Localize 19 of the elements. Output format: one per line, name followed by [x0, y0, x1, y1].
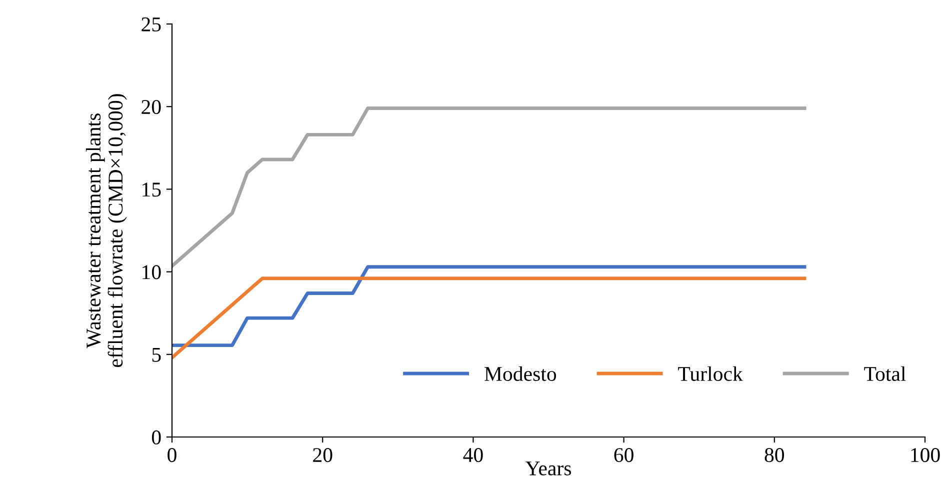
y-axis-title: Wastewater treatment plants effluent flowrate (CMD×10,000)	[86, 94, 127, 367]
legend-label: Turlock	[678, 366, 743, 381]
x-tick-label: 80	[764, 448, 784, 462]
y-tick-label: 20	[142, 100, 161, 114]
y-tick-label: 5	[152, 348, 161, 362]
y-tick-label: 10	[142, 265, 161, 280]
x-tick-label: 20	[313, 448, 332, 462]
x-tick-label: 100	[911, 448, 940, 462]
x-tick-label: 40	[463, 448, 483, 462]
x-axis-title: Years	[525, 462, 571, 476]
legend-label: Total	[864, 366, 906, 381]
line-series	[172, 106, 806, 268]
y-tick-label: 25	[142, 17, 161, 32]
y-tick-label: 15	[142, 182, 161, 197]
y-tick-label: 0	[152, 430, 161, 444]
x-tick-label: 0	[168, 448, 176, 462]
legend-label: Modesto	[484, 366, 556, 381]
line-series	[172, 265, 806, 348]
x-tick-label: 60	[614, 448, 634, 462]
